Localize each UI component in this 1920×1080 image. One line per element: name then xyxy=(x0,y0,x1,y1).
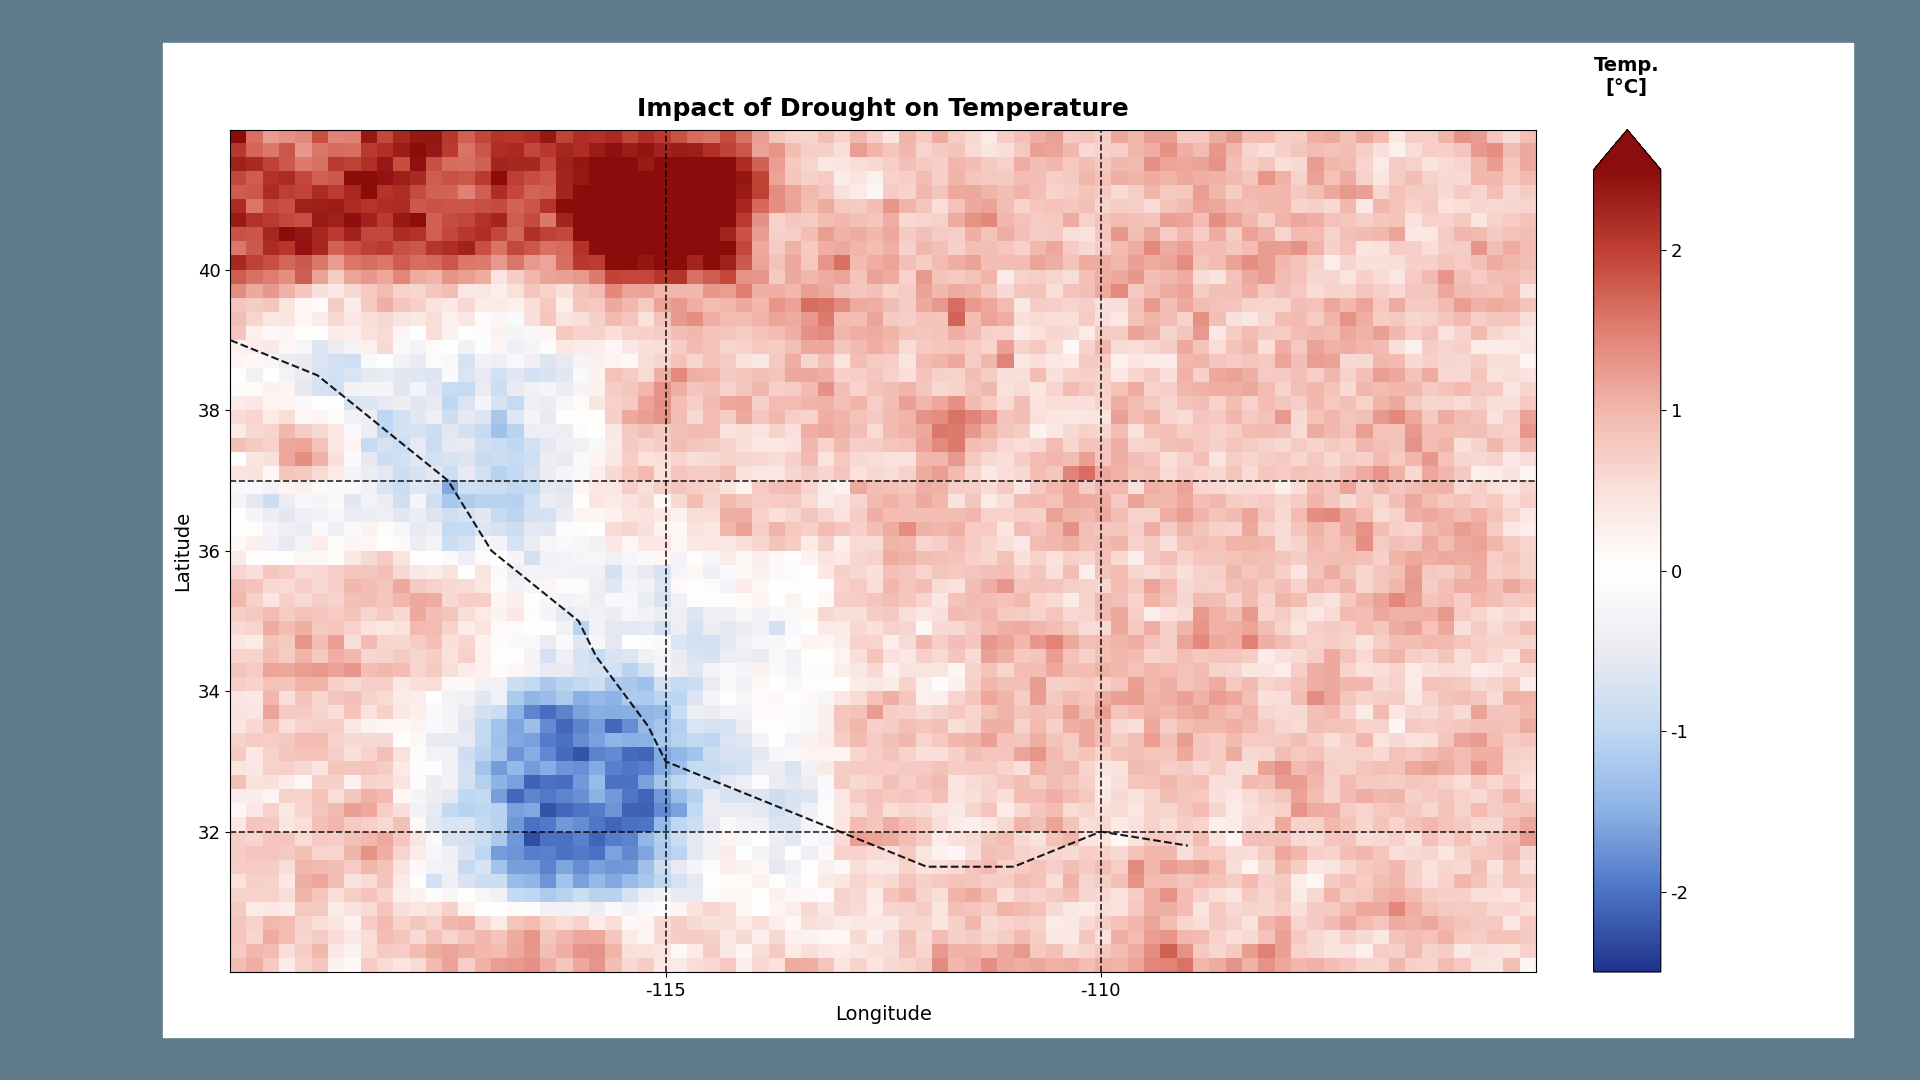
Title: Impact of Drought on Temperature: Impact of Drought on Temperature xyxy=(637,97,1129,121)
PathPatch shape xyxy=(1594,130,1661,170)
X-axis label: Longitude: Longitude xyxy=(835,1005,931,1024)
Text: Temp.
[°C]: Temp. [°C] xyxy=(1594,56,1659,97)
Y-axis label: Latitude: Latitude xyxy=(173,511,192,591)
